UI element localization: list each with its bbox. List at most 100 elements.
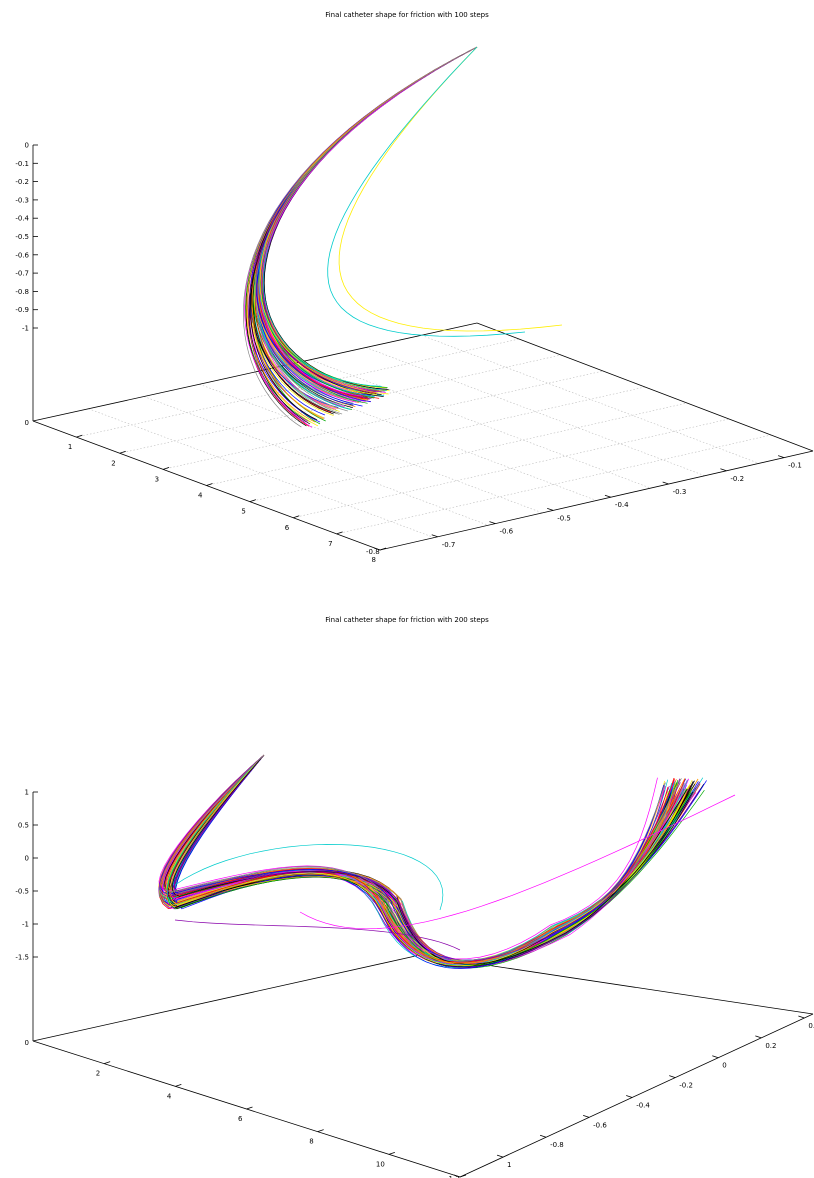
series-line: [257, 46, 478, 393]
series-line: [168, 754, 676, 963]
y-tick-label: -0.7: [442, 541, 456, 549]
y-tick-label: -0.1: [788, 462, 802, 470]
series-line: [174, 919, 461, 951]
series-line: [159, 754, 665, 961]
y-tick: [669, 1075, 676, 1078]
series-line: [168, 754, 693, 967]
series-line: [171, 754, 692, 966]
chart-1-series: [243, 46, 563, 428]
base-back-edge: [32, 954, 421, 1042]
series-line: [261, 46, 478, 394]
y-tick: [489, 521, 496, 524]
y-tick-label: -0.6: [593, 1121, 607, 1129]
y-axis: [459, 1013, 814, 1178]
x-tick: [388, 1151, 395, 1155]
x-tick-label: 6: [285, 524, 290, 532]
x-tick-label: 4: [198, 492, 203, 500]
y-tick-label: -0.8: [366, 548, 380, 556]
y-tick: [431, 534, 438, 538]
x-tick: [119, 450, 126, 454]
series-line: [169, 754, 693, 967]
series-line: [171, 754, 684, 964]
series-line: [168, 754, 694, 967]
x-tick: [379, 547, 387, 551]
series-line: [174, 754, 704, 969]
chart-2-axes: [32, 792, 814, 1178]
series-line: [327, 46, 526, 337]
series-line: [172, 754, 701, 968]
y-tick-label: 0.4: [808, 1022, 814, 1030]
y-tick: [712, 1055, 719, 1059]
y-tick-label: 0: [722, 1062, 726, 1070]
series-line: [256, 46, 478, 399]
series-line: [172, 754, 699, 968]
series-line: [171, 754, 684, 964]
series-line: [166, 754, 693, 967]
series-line: [261, 46, 478, 393]
x-tick: [175, 1083, 182, 1087]
y-tick: [798, 1015, 805, 1019]
grid-line-y: [310, 359, 651, 489]
series-line: [162, 754, 676, 963]
series-line: [255, 46, 478, 412]
x-tick: [76, 434, 83, 438]
series-line: [166, 754, 678, 963]
series-line: [166, 754, 686, 965]
series-line: [247, 46, 478, 423]
series-line: [171, 754, 691, 966]
series-line: [256, 46, 478, 403]
y-tick-label: -0.8: [550, 1141, 564, 1149]
grid-line-y: [421, 334, 759, 464]
y-tick: [373, 547, 381, 551]
series-line: [263, 46, 478, 391]
z-tick-label: 0: [25, 142, 29, 150]
series-line: [174, 754, 696, 967]
z-tick-label: -0.5: [15, 233, 29, 241]
x-tick-label: 5: [241, 508, 245, 516]
series-line: [166, 754, 688, 966]
y-tick-label: -0.4: [615, 501, 629, 509]
series-line: [258, 46, 478, 397]
chart-2-series: [158, 754, 736, 969]
series-line: [261, 46, 478, 389]
series-line: [174, 754, 705, 969]
series-line: [173, 754, 685, 964]
series-line: [160, 754, 665, 961]
series-line: [259, 46, 478, 400]
z-tick-label: -0.3: [15, 196, 29, 204]
series-line: [165, 754, 690, 966]
series-line: [256, 46, 478, 398]
series-line: [260, 46, 478, 396]
z-tick-label: -1: [22, 921, 29, 929]
x-tick-label: 3: [155, 475, 159, 483]
chart-title-1: Final catheter shape for friction with 1…: [325, 11, 489, 19]
series-line: [260, 46, 478, 397]
series-line: [166, 754, 675, 963]
series-line: [262, 46, 478, 393]
series-line: [263, 46, 478, 397]
grid-line-x: [293, 418, 730, 519]
series-line: [255, 46, 478, 400]
y-tick: [626, 1095, 633, 1098]
series-line: [262, 46, 478, 392]
x-tick-label: 2: [111, 459, 115, 467]
series-line: [173, 754, 699, 967]
y-tick: [539, 1134, 547, 1138]
x-tick-label: 10: [376, 1160, 385, 1168]
series-line: [169, 754, 695, 967]
series-line: [263, 46, 478, 394]
series-line: [172, 754, 701, 968]
series-line: [173, 754, 699, 968]
y-tick: [755, 1035, 762, 1039]
y-tick: [583, 1114, 590, 1118]
series-line: [263, 46, 478, 390]
series-line: [173, 754, 700, 968]
series-line: [170, 754, 694, 967]
series-line: [169, 754, 687, 965]
y-tick-label: -0.6: [499, 528, 513, 536]
series-line: [259, 46, 478, 391]
grid-line-x: [336, 434, 772, 535]
y-tick: [720, 468, 727, 472]
grid-line-y: [254, 371, 597, 501]
y-tick: [547, 508, 554, 511]
